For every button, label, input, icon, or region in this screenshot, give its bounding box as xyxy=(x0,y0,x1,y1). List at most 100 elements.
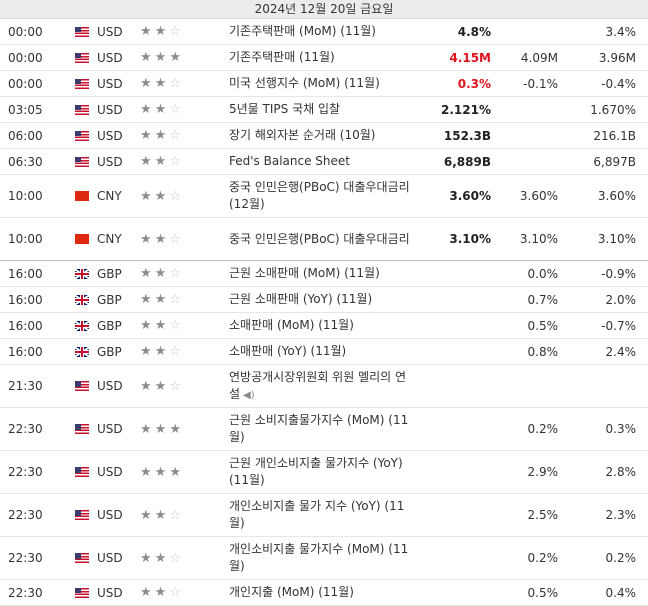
event-time: 10:00 xyxy=(8,232,43,246)
currency-code: CNY xyxy=(97,189,122,203)
event-row[interactable]: 10:00 CNY ★ ★ ☆ 중국 인민은행(PBoC) 대출우대금리 (12월)… xyxy=(0,175,648,218)
event-name[interactable]: 5년물 TIPS 국채 입찰 xyxy=(229,101,416,118)
event-name-text: 근원 개인소비지출 물가지수 (YoY) (11월) xyxy=(229,456,403,487)
event-name[interactable]: 근원 소매판매 (YoY) (11월) xyxy=(229,291,416,308)
event-row[interactable]: 16:00 GBP ★ ★ ☆ 근원 소매판매 (MoM) (11월) 0.0% -… xyxy=(0,261,648,287)
event-row[interactable]: 22:30 USD ★ ★ ★ 근원 소비지출물가지수 (MoM) (11월) 0.… xyxy=(0,408,648,451)
us-flag-icon xyxy=(75,424,89,434)
event-row[interactable]: 16:00 GBP ★ ★ ☆ 소매판매 (MoM) (11월) 0.5% -0.7… xyxy=(0,313,648,339)
star-filled-icon: ★ xyxy=(154,188,167,204)
us-flag-icon xyxy=(75,78,89,89)
event-name[interactable]: 소매판매 (MoM) (11월) xyxy=(229,317,416,334)
event-time: 22:30 xyxy=(8,465,43,479)
event-row[interactable]: 21:30 USD ★ ★ ☆ 연방공개시장위원회 위원 멜리의 연설 ◀) xyxy=(0,365,648,408)
event-row[interactable]: 06:00 USD ★ ★ ☆ 장기 해외자본 순거래 (10월) 152.3B 2… xyxy=(0,123,648,149)
event-row[interactable]: 22:30 USD ★ ★ ☆ 개인소비지출 물가 지수 (YoY) (11월) 2… xyxy=(0,494,648,537)
star-empty-icon: ☆ xyxy=(169,318,181,333)
currency-code: USD xyxy=(97,50,123,65)
event-name[interactable]: 기존주택판매 (11월) xyxy=(229,49,416,66)
event-name[interactable]: Fed's Balance Sheet xyxy=(229,153,416,170)
actual-value: 2.121% xyxy=(441,102,491,117)
actual-value: 152.3B xyxy=(443,128,491,143)
star-filled-icon: ★ xyxy=(140,507,152,523)
event-name-text: 중국 인민은행(PBoC) 대출우대금리 xyxy=(229,231,410,246)
event-row[interactable]: 16:00 GBP ★ ★ ☆ 소매판매 (YoY) (11월) 0.8% 2.4% xyxy=(0,339,648,365)
event-time: 22:30 xyxy=(8,551,43,565)
star-filled-icon: ★ xyxy=(154,76,167,91)
star-filled-icon: ★ xyxy=(140,550,152,566)
event-row[interactable]: 00:00 USD ★ ★ ☆ 기존주택판매 (MoM) (11월) 4.8% 3.… xyxy=(0,19,648,45)
event-name[interactable]: 중국 인민은행(PBoC) 대출우대금리 (12월) xyxy=(229,179,416,213)
currency-code: GBP xyxy=(97,266,122,281)
event-name[interactable]: 미국 선행지수 (MoM) (11월) xyxy=(229,75,416,92)
cn-flag-icon xyxy=(75,234,89,244)
forecast-value: 0.7% xyxy=(527,292,559,307)
previous-value: 3.10% xyxy=(597,232,636,246)
actual-value: 3.10% xyxy=(449,232,491,246)
currency-code: GBP xyxy=(97,292,122,307)
star-filled-icon: ★ xyxy=(140,154,152,169)
event-row[interactable]: 16:00 GBP ★ ★ ☆ 근원 소매판매 (YoY) (11월) 0.7% 2… xyxy=(0,287,648,313)
forecast-value: 2.5% xyxy=(527,508,559,522)
us-flag-icon xyxy=(75,52,89,63)
star-filled-icon: ★ xyxy=(140,421,152,437)
star-filled-icon: ★ xyxy=(154,102,167,117)
event-row[interactable]: 00:00 USD ★ ★ ☆ 미국 선행지수 (MoM) (11월) 0.3% -… xyxy=(0,71,648,97)
event-name[interactable]: 개인지출 (MoM) (11월) xyxy=(229,584,416,601)
currency-code: USD xyxy=(97,154,123,169)
event-name[interactable]: 기존주택판매 (MoM) (11월) xyxy=(229,23,416,40)
event-name[interactable]: 중국 인민은행(PBoC) 대출우대금리 xyxy=(229,231,416,248)
star-empty-icon: ☆ xyxy=(169,102,181,117)
star-filled-icon: ★ xyxy=(154,292,167,307)
currency-code: USD xyxy=(97,551,123,565)
forecast-value: 0.8% xyxy=(527,344,559,359)
previous-value: 3.96M xyxy=(598,50,636,65)
us-flag-icon xyxy=(75,510,89,520)
star-filled-icon: ★ xyxy=(169,50,181,65)
previous-value: -0.9% xyxy=(601,266,636,281)
event-name-text: 개인소비지출 물가 지수 (YoY) (11월) xyxy=(229,499,405,530)
star-filled-icon: ★ xyxy=(140,50,152,65)
star-filled-icon: ★ xyxy=(154,128,167,143)
actual-value: 3.60% xyxy=(449,189,491,203)
event-row[interactable]: 22:30 USD ★ ★ ★ 근원 개인소비지출 물가지수 (YoY) (11월)… xyxy=(0,451,648,494)
star-filled-icon: ★ xyxy=(140,318,152,333)
event-name-text: 소매판매 (YoY) (11월) xyxy=(229,344,347,358)
star-filled-icon: ★ xyxy=(154,231,167,247)
event-row[interactable]: 00:00 USD ★ ★ ★ 기존주택판매 (11월) 4.15M 4.09M 3… xyxy=(0,45,648,71)
event-row[interactable]: 03:05 USD ★ ★ ☆ 5년물 TIPS 국채 입찰 2.121% 1.67… xyxy=(0,97,648,123)
event-name[interactable]: 개인소비지출 물가 지수 (YoY) (11월) xyxy=(229,498,416,532)
star-filled-icon: ★ xyxy=(154,50,167,65)
event-name-text: 개인소비지출 물가지수 (MoM) (11월) xyxy=(229,542,409,573)
event-name[interactable]: 장기 해외자본 순거래 (10월) xyxy=(229,127,416,144)
forecast-value: 3.60% xyxy=(519,189,558,203)
importance-stars: ★ ★ ★ xyxy=(140,423,229,436)
event-row[interactable]: 10:00 CNY ★ ★ ☆ 중국 인민은행(PBoC) 대출우대금리 3.10%… xyxy=(0,218,648,261)
star-filled-icon: ★ xyxy=(140,102,152,117)
previous-value: 2.3% xyxy=(605,508,637,522)
event-time: 06:30 xyxy=(8,154,43,169)
event-name[interactable]: 소매판매 (YoY) (11월) xyxy=(229,343,416,360)
currency-code: USD xyxy=(97,422,123,436)
forecast-value: -0.1% xyxy=(523,76,558,91)
event-row[interactable]: 06:30 USD ★ ★ ☆ Fed's Balance Sheet 6,889B… xyxy=(0,149,648,175)
event-row[interactable]: 22:30 USD ★ ★ ☆ 개인소비지출 물가지수 (MoM) (11월) 0.… xyxy=(0,537,648,580)
importance-stars: ★ ★ ☆ xyxy=(140,233,229,246)
star-filled-icon: ★ xyxy=(154,154,167,169)
star-filled-icon: ★ xyxy=(140,188,152,204)
importance-stars: ★ ★ ☆ xyxy=(140,190,229,203)
event-name[interactable]: 연방공개시장위원회 위원 멜리의 연설 ◀) xyxy=(229,369,416,404)
event-name[interactable]: 개인소비지출 물가지수 (MoM) (11월) xyxy=(229,541,416,575)
gb-flag-icon xyxy=(75,268,89,279)
currency-code: USD xyxy=(97,379,123,393)
event-name[interactable]: 근원 개인소비지출 물가지수 (YoY) (11월) xyxy=(229,455,416,489)
event-name[interactable]: 근원 소비지출물가지수 (MoM) (11월) xyxy=(229,412,416,446)
event-time: 06:00 xyxy=(8,128,43,143)
event-name-text: 기존주택판매 (MoM) (11월) xyxy=(229,24,376,38)
event-name[interactable]: 근원 소매판매 (MoM) (11월) xyxy=(229,265,416,282)
speaker-icon: ◀) xyxy=(243,389,255,401)
previous-value: 2.8% xyxy=(605,465,637,479)
importance-stars: ★ ★ ☆ xyxy=(140,129,229,142)
event-row[interactable]: 22:30 USD ★ ★ ☆ 개인지출 (MoM) (11월) 0.5% 0.4% xyxy=(0,580,648,606)
